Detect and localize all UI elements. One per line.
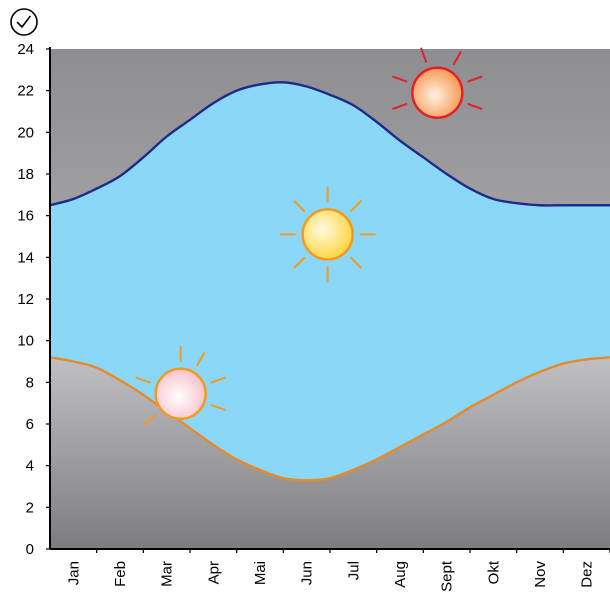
clock-icon xyxy=(10,8,38,36)
x-tick-label: Jun xyxy=(299,561,316,585)
x-tick-label: Nov xyxy=(532,561,549,588)
x-tick-label: Feb xyxy=(112,561,129,587)
x-axis: Jan Feb Mar Apr Mai Jun Jul Aug Sept Okt Nov Dez xyxy=(50,548,610,592)
y-tick-label: 24 xyxy=(17,41,34,58)
y-tick-label: 20 xyxy=(17,124,34,141)
x-tick-label: Mar xyxy=(159,561,176,587)
y-tick-label: 18 xyxy=(17,166,34,183)
y-tick-label: 12 xyxy=(17,291,34,308)
x-tick-label: Mai xyxy=(252,561,269,585)
y-tick-label: 2 xyxy=(26,499,34,516)
annotations xyxy=(135,47,483,426)
x-tick-label: Dez xyxy=(579,561,596,588)
y-tick-label: 8 xyxy=(26,374,34,391)
sunset-sun-icon xyxy=(392,47,483,119)
noon-sun-icon xyxy=(279,186,376,283)
y-tick-label: 6 xyxy=(26,416,34,433)
y-tick-label: 14 xyxy=(17,249,34,266)
sunset-line xyxy=(49,81,610,207)
x-tick-label: Okt xyxy=(485,560,502,584)
x-tick-label: Apr xyxy=(205,561,222,584)
sunrise-sun-icon xyxy=(135,345,226,426)
y-tick-label: 10 xyxy=(17,333,34,350)
plot-area xyxy=(49,49,610,549)
x-tick-label: Sept xyxy=(439,560,456,592)
x-tick-label: Jan xyxy=(65,561,82,585)
y-tick-label: 4 xyxy=(26,458,34,475)
x-tick-label: Aug xyxy=(392,561,409,588)
y-tick-label: 22 xyxy=(17,83,34,100)
y-tick-label: 0 xyxy=(26,541,34,558)
x-tick-label: Jul xyxy=(345,561,362,580)
y-tick-label: 16 xyxy=(17,208,34,225)
night-bottom-area xyxy=(50,357,610,549)
sunrise-line xyxy=(49,356,610,482)
